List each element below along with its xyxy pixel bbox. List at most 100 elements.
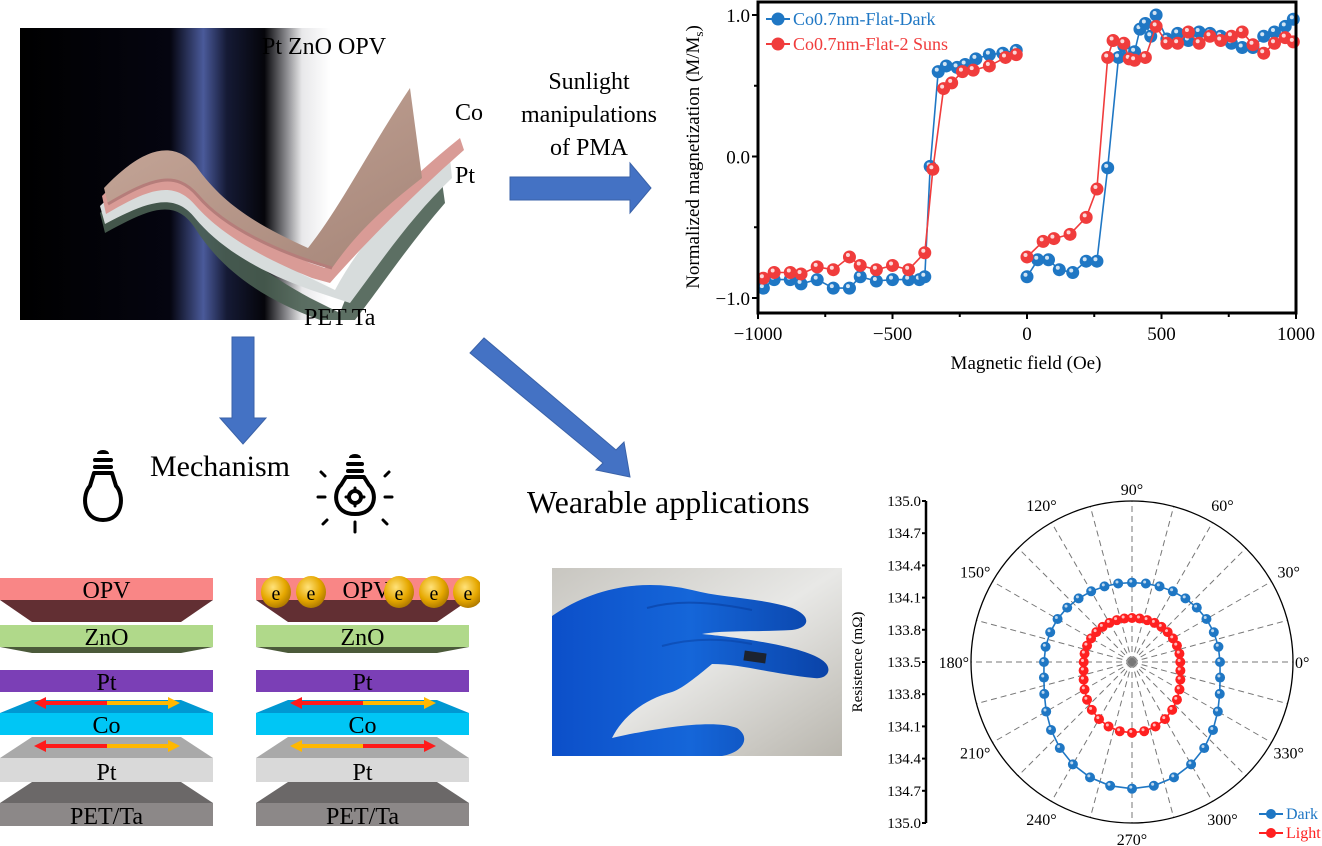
co-layer-label: Co	[455, 100, 484, 126]
polar-data-point	[1082, 640, 1093, 651]
polar-gridline	[1131, 547, 1247, 663]
pt-layer-label: Pt	[455, 163, 476, 189]
data-point-highlight	[985, 61, 990, 66]
data-point-highlight	[905, 275, 910, 280]
polar-data-point	[1174, 648, 1185, 659]
polar-data-point-highlight	[1048, 726, 1052, 730]
polar-data-point-highlight	[1115, 580, 1119, 584]
lightbulb-on-icon	[316, 454, 394, 534]
data-point	[1020, 250, 1034, 264]
polar-data-point	[1127, 783, 1137, 794]
polar-data-point-highlight	[1088, 588, 1092, 592]
polar-data-point	[1175, 665, 1186, 676]
polar-data-point	[1150, 721, 1161, 732]
layer-names-label: Pt ZnO OPV	[262, 34, 387, 60]
polar-data-point-highlight	[1084, 642, 1088, 646]
data-point	[982, 48, 996, 62]
polar-data-point	[1180, 593, 1191, 604]
layer-zno	[256, 625, 469, 647]
polar-data-point	[1215, 657, 1226, 667]
data-point	[826, 263, 840, 277]
data-point-highlight	[1260, 32, 1265, 37]
polar-angle-label: 180°	[939, 655, 969, 672]
data-point-highlight	[1270, 39, 1275, 44]
co-spin-arrow-left-head	[34, 697, 46, 709]
polar-data-point-highlight	[1170, 588, 1174, 592]
polar-angle-label: 0°	[1295, 655, 1309, 672]
polar-data-point-highlight	[1087, 774, 1091, 778]
data-point	[1138, 16, 1152, 30]
data-point	[918, 246, 932, 260]
polar-angle-label: 240°	[1026, 812, 1056, 829]
layer-co	[0, 713, 213, 735]
data-point-highlight	[1249, 40, 1254, 45]
data-point	[810, 260, 824, 274]
polar-data-point	[1082, 694, 1093, 705]
polar-gridline	[1017, 547, 1133, 663]
stack-dark-state: OPV ZnO Pt Co Pt PET/Ta	[0, 578, 213, 830]
x-tick-label: −500	[873, 324, 912, 345]
data-point-highlight	[872, 265, 877, 270]
data-point-highlight	[1227, 32, 1232, 37]
data-point	[1224, 29, 1238, 43]
r-tick-label: 134.1	[887, 719, 921, 735]
polar-data-point-highlight	[1054, 616, 1058, 620]
data-point	[1036, 234, 1050, 248]
data-point-highlight	[1152, 11, 1157, 15]
data-point-highlight	[921, 272, 926, 277]
polar-data-point-highlight	[1121, 615, 1125, 619]
polar-data-point	[1134, 613, 1145, 624]
polar-gridline	[1131, 581, 1272, 663]
arrow-diagonal-icon	[469, 337, 631, 478]
data-point	[1149, 19, 1163, 33]
layer-stacks: OPV ZnO Pt Co Pt PET/Ta OPV ZnO Pt Co Pt PET/Ta e e e…	[0, 576, 480, 830]
data-point-highlight	[1174, 39, 1179, 44]
data-point-highlight	[1023, 272, 1028, 277]
data-point-highlight	[1082, 257, 1087, 262]
layer-zno-side	[0, 647, 213, 653]
polar-angle-label: 90°	[1121, 482, 1143, 499]
r-tick-label: 135.0	[887, 816, 921, 832]
data-point	[1052, 263, 1066, 277]
data-point	[783, 266, 797, 280]
polar-data-point-highlight	[1215, 643, 1219, 647]
layer-label: Pt	[96, 760, 116, 786]
y-tick-label: 0.0	[726, 148, 750, 169]
data-point-highlight	[1238, 43, 1243, 48]
data-point	[939, 59, 953, 73]
pet-ta-label: PET Ta	[304, 305, 376, 331]
pt-spin-arrow-right-head	[168, 740, 180, 752]
polar-legend: Dark Light	[1259, 806, 1321, 842]
polar-data-point	[1167, 586, 1178, 597]
data-point	[1235, 41, 1249, 55]
polar-data-point-highlight	[1141, 728, 1145, 732]
data-point	[767, 266, 781, 280]
polar-data-point-highlight	[1158, 623, 1162, 627]
electron-label: e	[430, 583, 439, 605]
polar-data-point-highlight	[1114, 617, 1118, 621]
data-point	[1203, 29, 1217, 43]
co-spin-arrow-right-head	[424, 697, 436, 709]
polar-gridline	[1131, 661, 1213, 802]
sunlight-caption-line-1: Sunlight	[548, 69, 630, 95]
polar-data-point	[1142, 615, 1153, 626]
electron-icon: e	[296, 576, 326, 608]
polar-data-point-highlight	[1162, 716, 1166, 720]
polar-data-point	[1105, 780, 1116, 791]
data-point-highlight	[759, 284, 764, 289]
data-point	[918, 270, 932, 284]
flexible-device-photo	[20, 28, 490, 320]
polar-data-point-highlight	[1177, 676, 1181, 680]
polar-data-point	[1186, 759, 1197, 770]
layer-label: ZnO	[85, 625, 129, 651]
polar-angle-label: 60°	[1211, 498, 1233, 515]
series-line	[1026, 24, 1294, 258]
polar-data-point-highlight	[1070, 761, 1074, 765]
data-point-highlight	[1066, 230, 1071, 235]
glove-photo	[552, 568, 842, 756]
layer-label: PET/Ta	[70, 804, 143, 830]
data-point-highlight	[845, 252, 850, 257]
data-point-highlight	[813, 275, 818, 280]
data-point-highlight	[1184, 27, 1189, 32]
data-point-highlight	[1206, 32, 1211, 37]
